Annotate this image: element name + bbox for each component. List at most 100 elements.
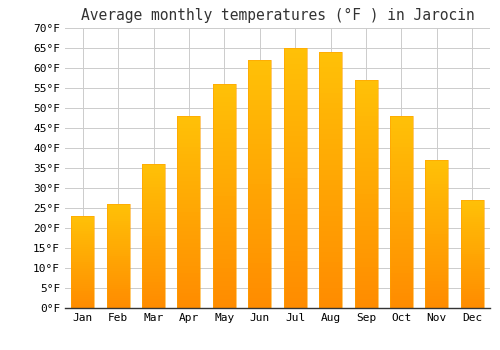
Bar — [284, 121, 306, 126]
Bar — [319, 241, 342, 246]
Bar — [426, 255, 448, 258]
Bar — [71, 225, 94, 227]
Bar — [213, 187, 236, 191]
Bar — [390, 216, 413, 220]
Bar — [178, 239, 201, 243]
Bar — [354, 180, 378, 185]
Bar — [142, 259, 165, 262]
Bar — [213, 174, 236, 178]
Bar — [106, 218, 130, 220]
Bar — [284, 162, 306, 168]
Bar — [71, 231, 94, 232]
Bar — [354, 240, 378, 244]
Bar — [106, 287, 130, 289]
Bar — [426, 210, 448, 213]
Bar — [248, 189, 272, 194]
Bar — [213, 295, 236, 299]
Bar — [354, 189, 378, 194]
Bar — [142, 250, 165, 253]
Bar — [426, 198, 448, 202]
Bar — [354, 153, 378, 158]
Bar — [319, 180, 342, 185]
Bar — [142, 204, 165, 207]
Bar — [213, 164, 236, 169]
Bar — [319, 211, 342, 216]
Bar — [248, 229, 272, 233]
Bar — [213, 290, 236, 295]
Bar — [461, 239, 484, 241]
Bar — [213, 272, 236, 276]
Bar — [248, 303, 272, 308]
Bar — [354, 226, 378, 231]
Bar — [213, 84, 236, 308]
Bar — [319, 170, 342, 175]
Bar — [461, 213, 484, 215]
Bar — [142, 262, 165, 265]
Bar — [142, 253, 165, 256]
Bar — [426, 234, 448, 237]
Bar — [248, 144, 272, 149]
Bar — [319, 272, 342, 277]
Bar — [354, 126, 378, 130]
Bar — [106, 293, 130, 295]
Bar — [461, 247, 484, 250]
Bar — [142, 228, 165, 230]
Bar — [71, 280, 94, 282]
Bar — [106, 215, 130, 217]
Bar — [178, 174, 201, 177]
Bar — [71, 251, 94, 253]
Bar — [106, 212, 130, 215]
Bar — [178, 243, 201, 246]
Bar — [71, 218, 94, 220]
Bar — [390, 289, 413, 293]
Bar — [390, 158, 413, 162]
Bar — [319, 236, 342, 242]
Bar — [248, 233, 272, 239]
Bar — [426, 252, 448, 255]
Bar — [426, 213, 448, 216]
Bar — [71, 258, 94, 260]
Bar — [461, 237, 484, 239]
Bar — [319, 134, 342, 139]
Bar — [178, 220, 201, 224]
Bar — [106, 256, 130, 258]
Bar — [71, 242, 94, 244]
Bar — [354, 285, 378, 290]
Bar — [106, 262, 130, 264]
Bar — [213, 209, 236, 214]
Bar — [142, 247, 165, 250]
Bar — [284, 157, 306, 162]
Bar — [106, 225, 130, 227]
Bar — [284, 74, 306, 79]
Bar — [106, 285, 130, 287]
Bar — [319, 119, 342, 124]
Bar — [284, 100, 306, 105]
Bar — [142, 198, 165, 202]
Bar — [213, 245, 236, 250]
Bar — [248, 194, 272, 199]
Bar — [248, 199, 272, 204]
Bar — [319, 287, 342, 293]
Bar — [106, 246, 130, 248]
Bar — [248, 139, 272, 144]
Bar — [284, 199, 306, 204]
Bar — [71, 293, 94, 295]
Bar — [390, 185, 413, 189]
Bar — [71, 223, 94, 225]
Bar — [390, 174, 413, 177]
Bar — [248, 273, 272, 278]
Bar — [461, 271, 484, 273]
Bar — [461, 284, 484, 286]
Bar — [71, 253, 94, 255]
Bar — [106, 260, 130, 262]
Bar — [71, 234, 94, 236]
Bar — [354, 290, 378, 294]
Bar — [426, 178, 448, 181]
Bar — [461, 209, 484, 211]
Bar — [142, 202, 165, 204]
Bar — [106, 223, 130, 225]
Bar — [248, 134, 272, 139]
Bar — [248, 169, 272, 174]
Bar — [461, 241, 484, 243]
Bar — [178, 254, 201, 258]
